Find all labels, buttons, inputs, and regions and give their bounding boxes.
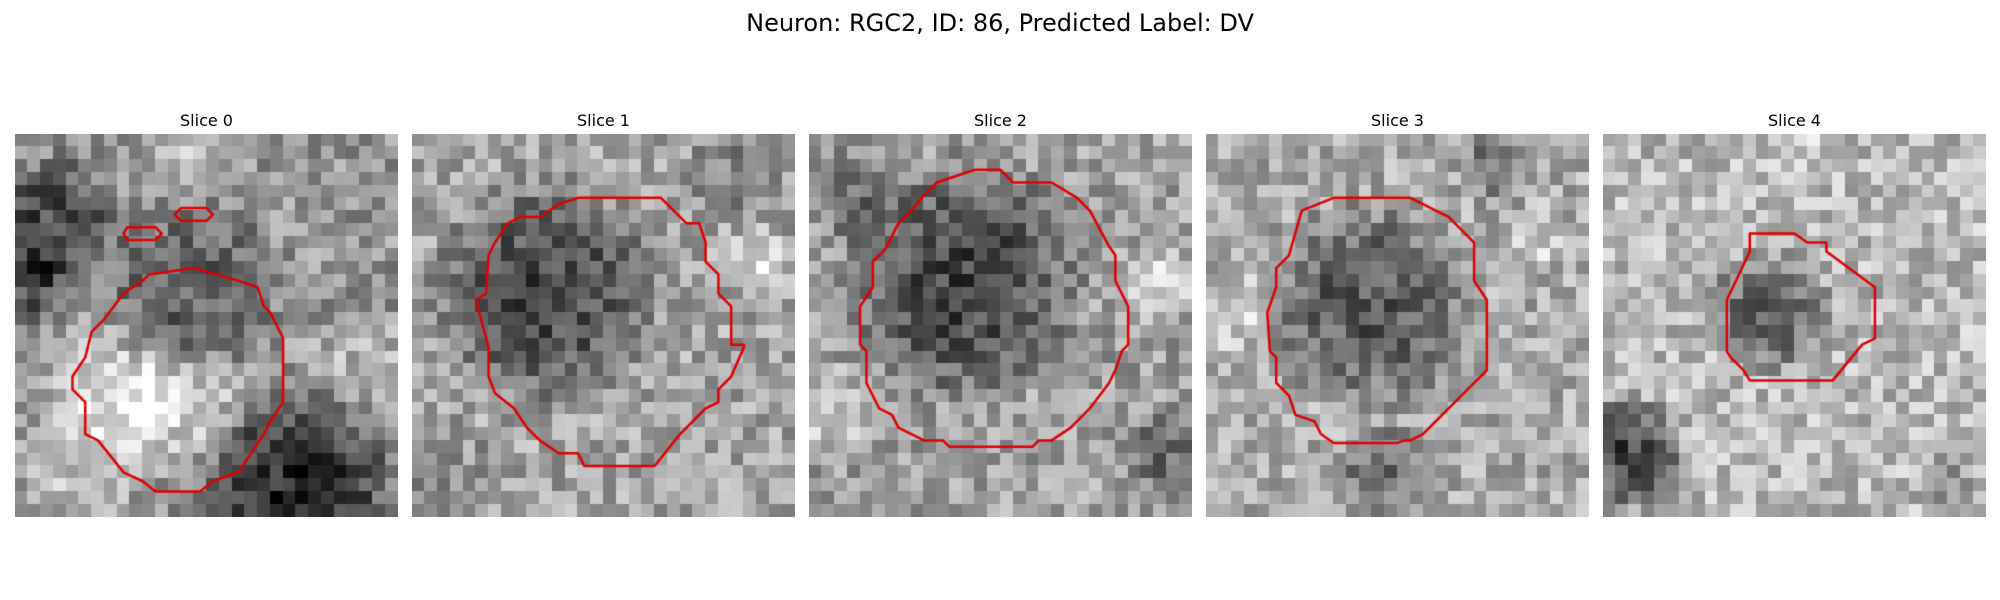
slice-title-4: Slice 4 [1768, 111, 1821, 130]
figure-title: Neuron: RGC2, ID: 86, Predicted Label: D… [746, 9, 1254, 37]
slice-title-1: Slice 1 [577, 111, 630, 130]
slice-image-2 [809, 134, 1192, 517]
slice-title-2: Slice 2 [974, 111, 1027, 130]
slice-panel-2: Slice 2 [809, 108, 1192, 517]
slice-title-3: Slice 3 [1371, 111, 1424, 130]
slice-image-1 [412, 134, 795, 517]
slice-panel-3: Slice 3 [1206, 108, 1589, 517]
slice-panel-1: Slice 1 [412, 108, 795, 517]
slice-image-4 [1603, 134, 1986, 517]
slice-panel-4: Slice 4 [1603, 108, 1986, 517]
slice-image-0 [15, 134, 398, 517]
slice-panel-0: Slice 0 [15, 108, 398, 517]
slice-title-0: Slice 0 [180, 111, 233, 130]
slice-image-3 [1206, 134, 1589, 517]
